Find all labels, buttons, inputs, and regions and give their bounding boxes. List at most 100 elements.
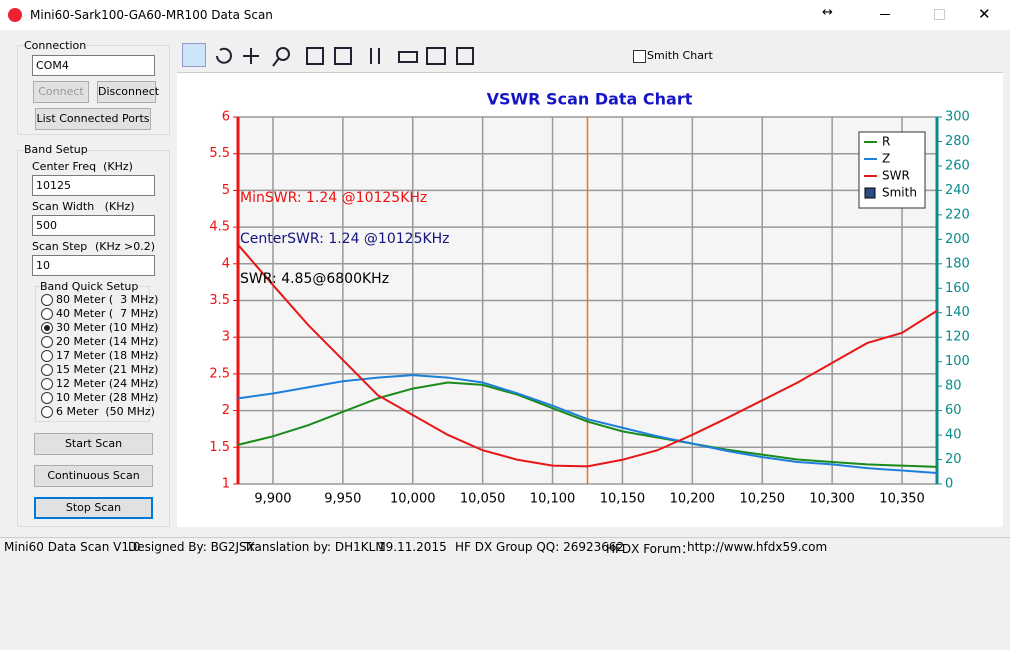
status-text: Mini60 Data Scan V1.0 [4,540,141,554]
status-text: http://www.hfdx59.com [687,540,828,554]
band-group [17,150,170,527]
app-icon [8,8,22,22]
status-bar: Mini60 Data Scan V1.0 Designed By: BG2JS… [0,537,1010,557]
y-tick-label: 1.5 [209,440,230,455]
y-tick-label: 1 [222,477,230,492]
legend-label: SWR [882,169,910,183]
x-tick-label: 9,900 [254,492,291,507]
y-tick-label: 3 [222,330,230,345]
checkbox-label: Smith Chart [647,49,713,62]
y2-tick-label: 100 [945,354,970,369]
radio-label: 40 Meter ( 7 MHz) [56,307,159,320]
y2-tick-label: 300 [945,110,970,125]
y2-tick-label: 0 [945,477,953,492]
continuous-button[interactable]: Continuous Scan [34,465,153,487]
connection-group [17,45,170,135]
y-tick-label: 5.5 [209,146,230,161]
y2-tick-label: 260 [945,158,970,173]
x-tick-label: 10,150 [600,492,646,507]
x-tick-label: 10,250 [740,492,786,507]
y2-tick-label: 240 [945,183,970,198]
legend-label: R [882,135,890,149]
radio[interactable] [41,294,53,306]
group-title: Connection [24,39,87,52]
y2-tick-label: 60 [945,403,962,418]
center-freq-input[interactable]: 10125 [32,175,155,196]
legend-label: Z [882,152,890,166]
series-line [237,381,938,468]
radio-label: 17 Meter (18 MHz) [56,349,159,362]
series-line [237,244,938,468]
radio[interactable] [41,406,53,418]
status-text: Designed By: BG2JSX [128,540,255,554]
window-title: Mini60-Sark100-GA60-MR100 Data Scan [30,8,273,22]
disconnect-button[interactable]: Disconnect [97,81,159,103]
x-tick-label: 10,300 [809,492,855,507]
radio-label: 20 Meter (14 MHz) [56,335,159,348]
status-text: HFDX Forum： [606,542,694,556]
close[interactable]: ✕ [978,5,991,23]
annotation: MinSWR: 1.24 @10125KHz [240,190,427,206]
group-title: Band Quick Setup [40,280,139,293]
y2-tick-label: 140 [945,305,970,320]
port-select[interactable]: COM4 [32,55,155,76]
y2-tick-label: 40 [945,428,962,443]
radio-label: 80 Meter ( 3 MHz) [56,293,159,306]
label: (KHz >0.2) [95,240,156,253]
y2-tick-label: 160 [945,281,970,296]
y2-tick-label: 200 [945,232,970,247]
radio[interactable] [41,308,53,320]
chart: VSWR Scan Data Chart 1 1.5 2 2.5 3 3.5 4 4.5 5 5.5… [177,73,1003,527]
x-tick-label: 9,950 [324,492,361,507]
radio-label: 10 Meter (28 MHz) [56,391,159,404]
tool-icon[interactable] [182,43,206,67]
radio-label: 12 Meter (24 MHz) [56,377,159,390]
status-text: Translation by: DH1KLM [244,540,386,554]
scan-step-input[interactable]: 10 [32,255,155,276]
group-title: Band Setup [24,143,88,156]
list-ports-button[interactable]: List Connected Ports [35,108,151,130]
radio[interactable] [41,378,53,390]
annotation: CenterSWR: 1.24 @10125KHz [240,231,450,247]
radio-label: 15 Meter (21 MHz) [56,363,159,376]
minimize[interactable] [880,14,890,15]
stop-button[interactable]: Stop Scan [34,497,153,519]
y2-tick-label: 280 [945,134,970,149]
scan-width-input[interactable]: 500 [32,215,155,236]
y-tick-label: 2 [222,403,230,418]
radio-label: 6 Meter (50 MHz) [56,405,155,418]
radio-label: 30 Meter (10 MHz) [56,321,159,334]
radio[interactable] [41,350,53,362]
label: Scan Width (KHz) [32,200,135,213]
connect-button: Connect [33,81,89,103]
resize-icon: ↔ [822,5,833,20]
radio[interactable] [41,392,53,404]
y2-tick-label: 20 [945,452,962,467]
title-bar: Mini60-Sark100-GA60-MR100 Data Scan ↔ ✕ [0,0,1010,30]
y-tick-label: 5 [222,183,230,198]
y2-tick-label: 180 [945,256,970,271]
label: Scan Step [32,240,88,253]
status-text: HF DX Group QQ: 26923662 [455,540,625,554]
radio[interactable] [41,364,53,376]
y-tick-label: 4.5 [209,220,230,235]
smith-checkbox[interactable] [633,50,646,63]
y-tick-label: 2.5 [209,366,230,381]
radio[interactable] [41,322,53,334]
x-tick-label: 10,350 [879,492,925,507]
legend-swatch [864,187,876,199]
radio-dot [44,325,50,331]
chart-title: VSWR Scan Data Chart [487,90,693,109]
y2-tick-label: 80 [945,379,962,394]
tool-icons [216,47,474,67]
y-tick-label: 6 [222,110,230,125]
radio[interactable] [41,336,53,348]
y2-tick-label: 220 [945,207,970,222]
x-tick-label: 10,050 [460,492,506,507]
legend: RZ SWR Smith [858,131,926,209]
label: Center Freq (KHz) [32,160,133,173]
toolbar: Smith Chart [177,40,1003,73]
legend-label: Smith [882,186,917,200]
x-tick-label: 10,200 [670,492,716,507]
start-button[interactable]: Start Scan [34,433,153,455]
